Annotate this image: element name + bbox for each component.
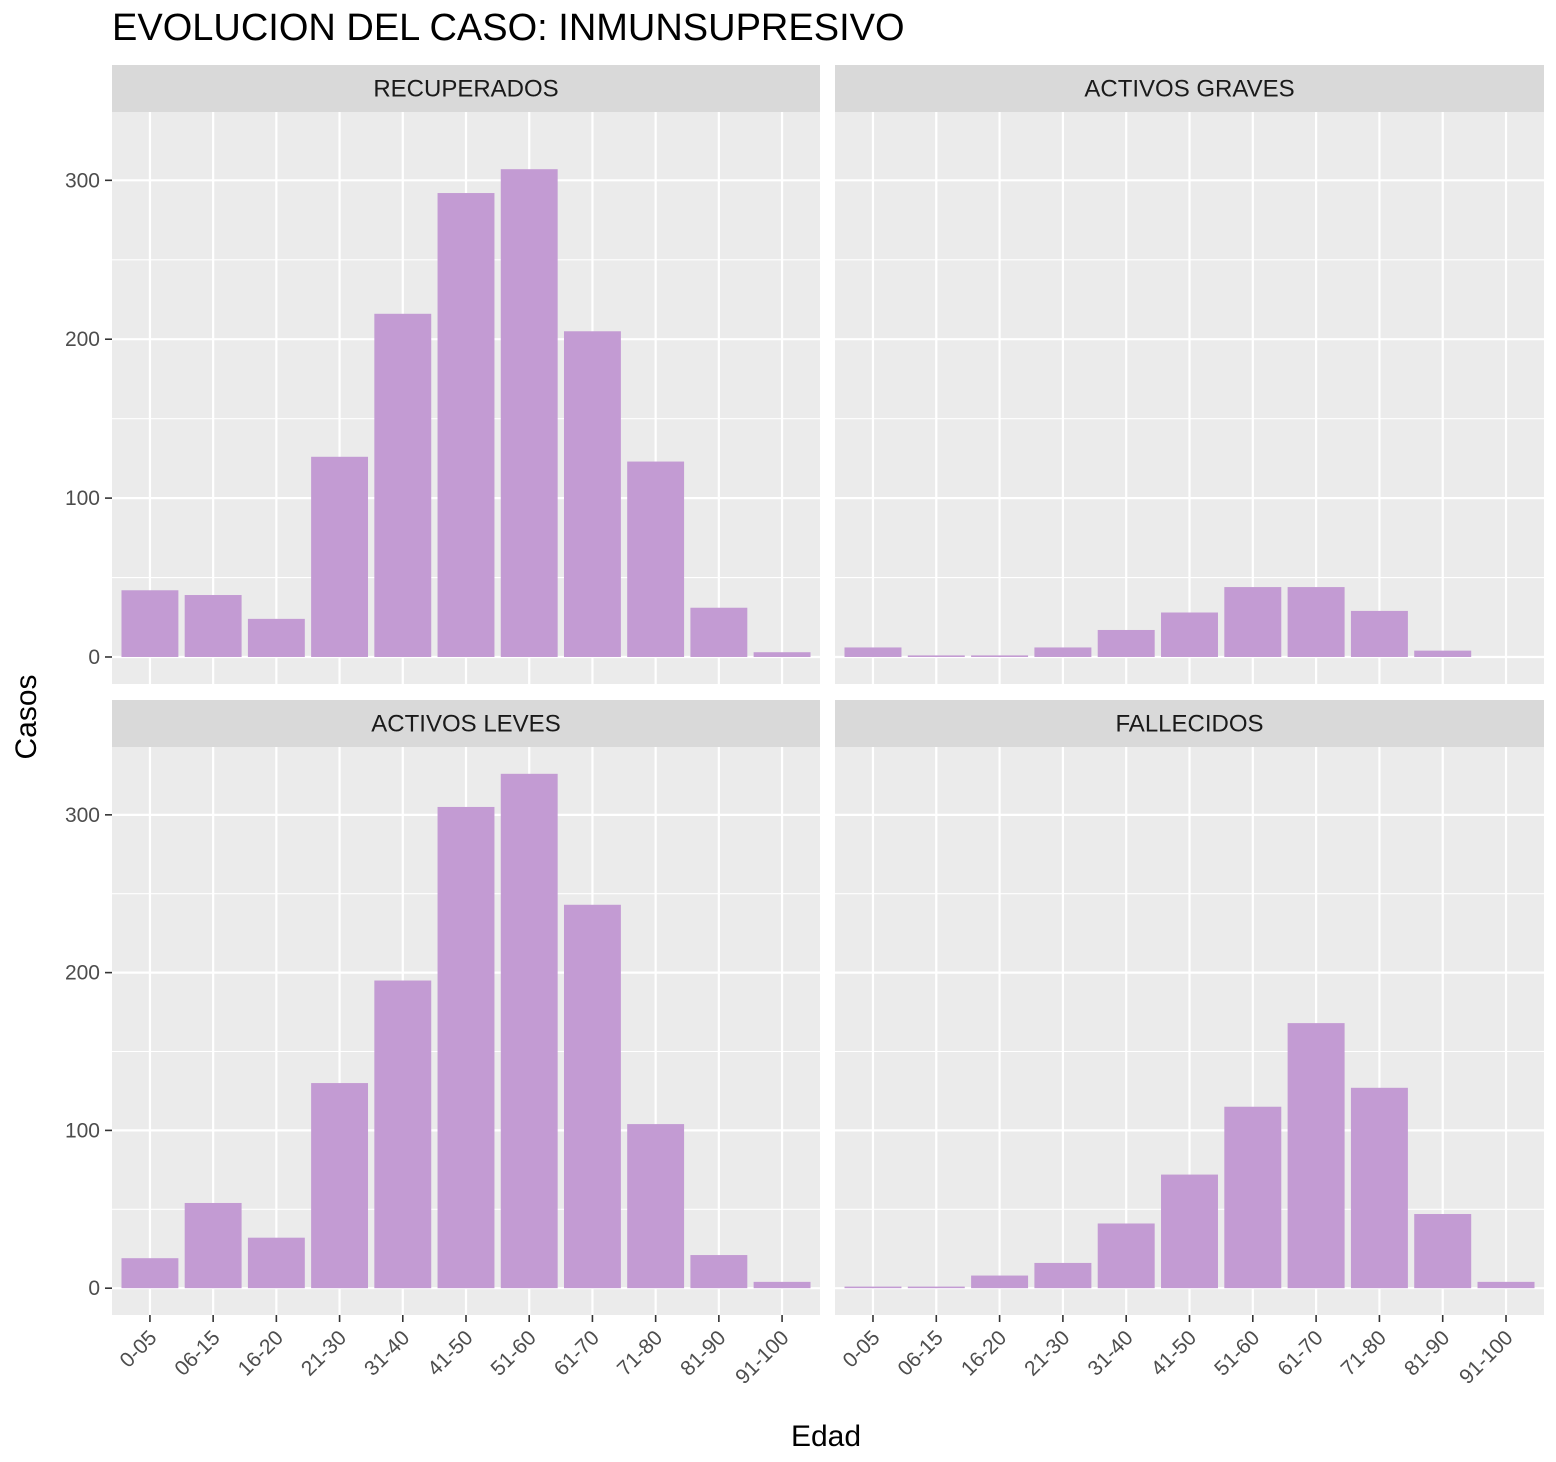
- bar-31-40: [1097, 629, 1155, 657]
- x-tick-label: 71-80: [1337, 1326, 1391, 1380]
- bar-0-05: [121, 590, 179, 657]
- bar-41-50: [437, 193, 495, 657]
- bar-21-30: [1034, 1262, 1092, 1289]
- bar-16-20: [971, 1275, 1029, 1289]
- bar-71-80: [627, 1124, 685, 1289]
- bar-51-60: [500, 169, 558, 657]
- panel-activos-graves: ACTIVOS GRAVES: [835, 65, 1544, 684]
- x-tick-label: 61-70: [1273, 1326, 1327, 1380]
- bar-41-50: [1161, 1174, 1218, 1289]
- panel-strip-label: ACTIVOS LEVES: [371, 711, 560, 738]
- x-tick-label: 16-20: [234, 1326, 288, 1380]
- bar-21-30: [311, 456, 369, 657]
- x-tick-label: 06-15: [170, 1326, 224, 1380]
- bar-81-90: [1414, 650, 1472, 657]
- x-tick-label: 81-90: [1400, 1326, 1454, 1380]
- bar-06-15: [184, 1202, 242, 1289]
- x-tick-label: 91-100: [1455, 1326, 1518, 1389]
- y-axis-title: Casos: [10, 674, 43, 759]
- panel-strip: [112, 65, 820, 112]
- y-tick-label: 300: [65, 169, 100, 192]
- panel-strip: [112, 700, 820, 747]
- bar-0-05: [844, 647, 902, 657]
- bar-0-05: [844, 1286, 902, 1289]
- panel-activos-leves: ACTIVOS LEVES 0 100 200 300 0-05 06-15 16-20 21-…: [65, 700, 820, 1389]
- x-tick-label: 21-30: [1020, 1326, 1074, 1380]
- panel-strip: [835, 700, 1544, 747]
- panel-strip-label: RECUPERADOS: [373, 76, 558, 103]
- x-tick-label: 31-40: [1083, 1326, 1137, 1380]
- bar-31-40: [1097, 1223, 1155, 1289]
- bar-21-30: [1034, 647, 1092, 657]
- bar-91-100: [753, 1281, 811, 1289]
- bar-81-90: [1414, 1214, 1472, 1289]
- bar-61-70: [1287, 1023, 1345, 1289]
- bar-31-40: [374, 980, 432, 1289]
- x-tick-label: 21-30: [297, 1326, 351, 1380]
- bar-61-70: [1287, 587, 1345, 657]
- bar-16-20: [971, 655, 1029, 657]
- bar-0-05: [121, 1258, 179, 1289]
- bar-16-20: [247, 618, 305, 657]
- y-tick-label: 100: [65, 1119, 100, 1142]
- panel-strip: [835, 65, 1544, 112]
- bar-51-60: [1224, 1106, 1282, 1289]
- chart-title: EVOLUCION DEL CASO: INMUNSUPRESIVO: [112, 7, 905, 49]
- bar-51-60: [500, 773, 558, 1289]
- panel-strip-label: FALLECIDOS: [1115, 711, 1263, 738]
- bar-81-90: [690, 1255, 748, 1289]
- x-tick-label: 0-05: [115, 1326, 161, 1372]
- x-tick-label: 41-50: [423, 1326, 477, 1380]
- x-tick-label: 16-20: [957, 1326, 1011, 1380]
- x-tick-label: 81-90: [676, 1326, 730, 1380]
- bar-61-70: [563, 331, 621, 657]
- x-tick-label: 61-70: [550, 1326, 604, 1380]
- x-tick-label: 06-15: [894, 1326, 948, 1380]
- bar-71-80: [1350, 1087, 1408, 1289]
- panel-recuperados: RECUPERADOS 0 100 200 300: [65, 65, 820, 684]
- bar-16-20: [247, 1237, 305, 1289]
- panel-strip-label: ACTIVOS GRAVES: [1084, 76, 1294, 103]
- y-tick-label: 0: [88, 646, 100, 669]
- y-tick-label: 0: [88, 1277, 100, 1300]
- bar-51-60: [1224, 587, 1282, 657]
- x-tick-label: 41-50: [1147, 1326, 1201, 1380]
- bar-06-15: [907, 1286, 965, 1289]
- bar-21-30: [311, 1083, 369, 1289]
- y-tick-label: 200: [65, 328, 100, 351]
- bar-91-100: [753, 652, 811, 657]
- bar-71-80: [627, 461, 685, 657]
- bar-81-90: [690, 607, 748, 657]
- bar-41-50: [437, 806, 495, 1289]
- bar-06-15: [907, 655, 965, 657]
- x-axis-title: Edad: [791, 1420, 861, 1453]
- x-tick-label: 31-40: [360, 1326, 414, 1380]
- bar-71-80: [1350, 610, 1408, 657]
- bar-41-50: [1161, 612, 1218, 657]
- x-tick-label: 51-60: [487, 1326, 541, 1380]
- x-tick-label: 51-60: [1210, 1326, 1264, 1380]
- y-tick-label: 300: [65, 804, 100, 827]
- bar-61-70: [563, 904, 621, 1289]
- x-tick-label: 0-05: [839, 1326, 885, 1372]
- panels: RECUPERADOS 0 100 200 300 ACTIVOS GRAVES ACTIV…: [65, 65, 1544, 1389]
- x-tick-label: 71-80: [613, 1326, 667, 1380]
- y-tick-label: 200: [65, 962, 100, 985]
- panel-fallecidos: FALLECIDOS 0-05 06-15 16-20 21-30 31-40 41-50 5…: [835, 700, 1544, 1389]
- bar-06-15: [184, 595, 242, 657]
- x-tick-label: 91-100: [731, 1326, 794, 1389]
- bar-31-40: [374, 313, 432, 657]
- bar-91-100: [1477, 1281, 1535, 1289]
- y-tick-label: 100: [65, 487, 100, 510]
